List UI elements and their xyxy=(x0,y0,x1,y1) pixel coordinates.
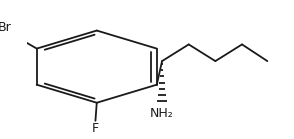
Text: F: F xyxy=(92,122,99,135)
Text: Br: Br xyxy=(0,21,11,34)
Text: NH₂: NH₂ xyxy=(150,107,174,120)
